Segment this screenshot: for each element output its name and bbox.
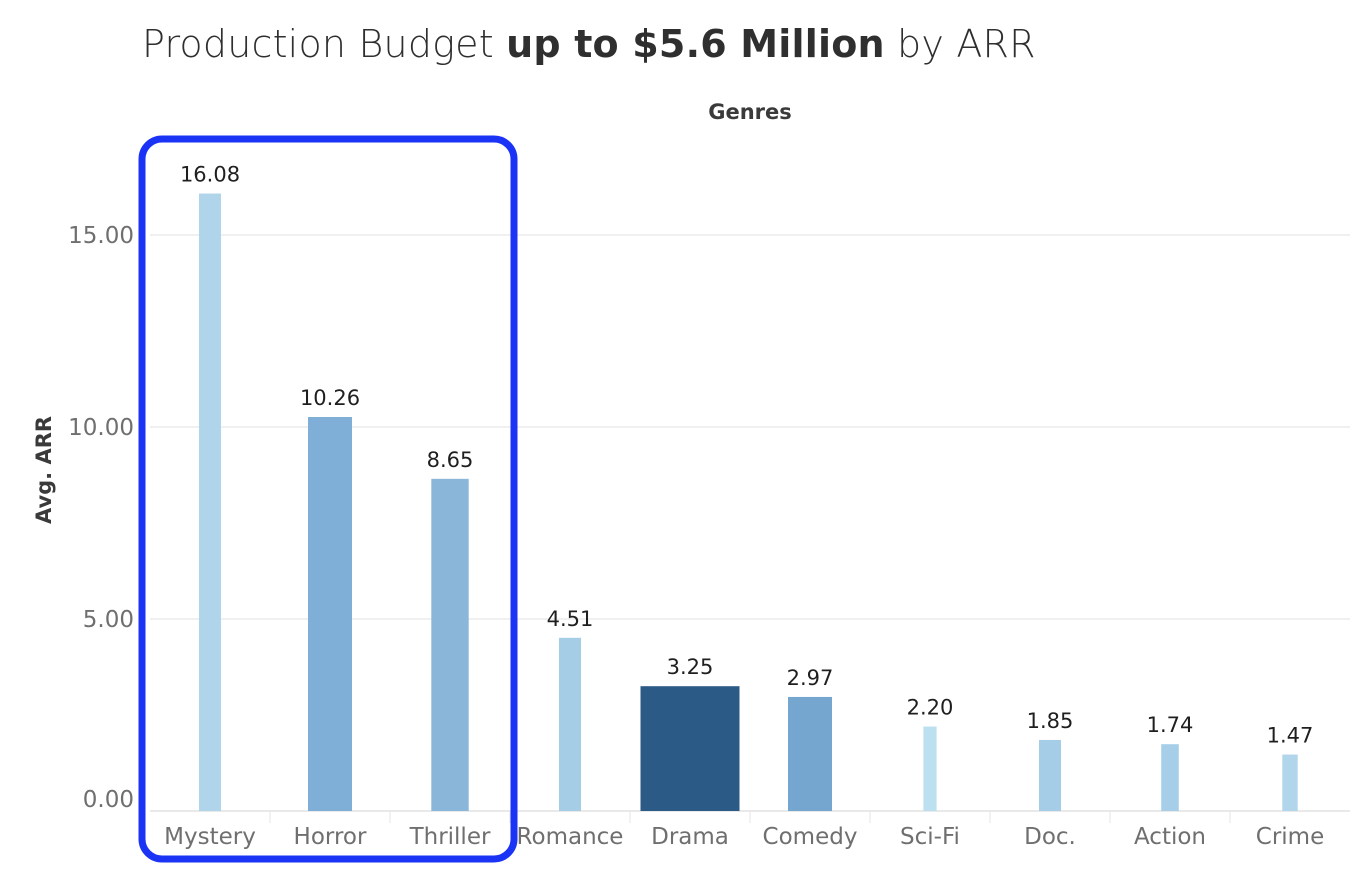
y-tick-label: 0.00 [83,787,134,813]
title-prefix: Production Budget [142,22,507,66]
bars [199,193,1298,811]
y-axis-ticks: 0.00 5.00 10.00 15.00 [68,223,134,813]
value-label: 4.51 [547,607,594,631]
highlight-box [138,135,518,863]
bar-thriller[interactable] [431,478,469,811]
category-label: Thriller [409,824,491,850]
category-label: Mystery [164,824,256,850]
category-label: Doc. [1024,824,1076,850]
bar-romance[interactable] [559,637,581,811]
bar-action[interactable] [1161,744,1179,811]
value-label: 16.08 [180,163,240,187]
value-label: 3.25 [667,655,714,679]
bar-doc[interactable] [1039,739,1061,811]
value-label: 1.85 [1027,709,1074,733]
value-label: 1.47 [1267,724,1314,748]
y-tick-label: 10.00 [68,415,134,441]
y-axis-title: Avg. ARR [32,416,56,524]
category-label: Comedy [763,824,858,850]
bar-comedy[interactable] [788,696,832,811]
bar-mystery[interactable] [199,193,221,811]
value-label: 8.65 [427,448,474,472]
title-bold: up to $5.6 Million [506,22,885,66]
chart-title: Production Budget up to $5.6 Million by … [142,22,1036,66]
category-labels: Mystery Horror Thriller Romance Drama Comedy S… [164,824,1324,850]
category-label: Sci-Fi [900,824,960,850]
title-suffix: by ARR [884,22,1036,66]
bar-horror[interactable] [308,417,352,811]
value-label: 2.97 [787,666,834,690]
value-label: 10.26 [300,386,360,410]
bar-crime[interactable] [1282,754,1298,811]
category-label: Action [1134,824,1206,850]
category-label: Drama [651,824,729,850]
value-label: 2.20 [907,696,954,720]
value-label: 1.74 [1147,713,1194,737]
category-label: Horror [294,824,367,850]
category-label: Crime [1256,824,1324,850]
y-tick-label: 15.00 [68,223,134,249]
category-label: Romance [517,824,624,850]
bar-drama[interactable] [640,686,740,811]
y-tick-label: 5.00 [83,607,134,633]
bar-sci-fi[interactable] [923,726,937,811]
x-axis-title: Genres [708,100,792,124]
value-labels: 16.08 10.26 8.65 4.51 3.25 2.97 2.20 1.85 1.74 1.… [180,163,1313,748]
